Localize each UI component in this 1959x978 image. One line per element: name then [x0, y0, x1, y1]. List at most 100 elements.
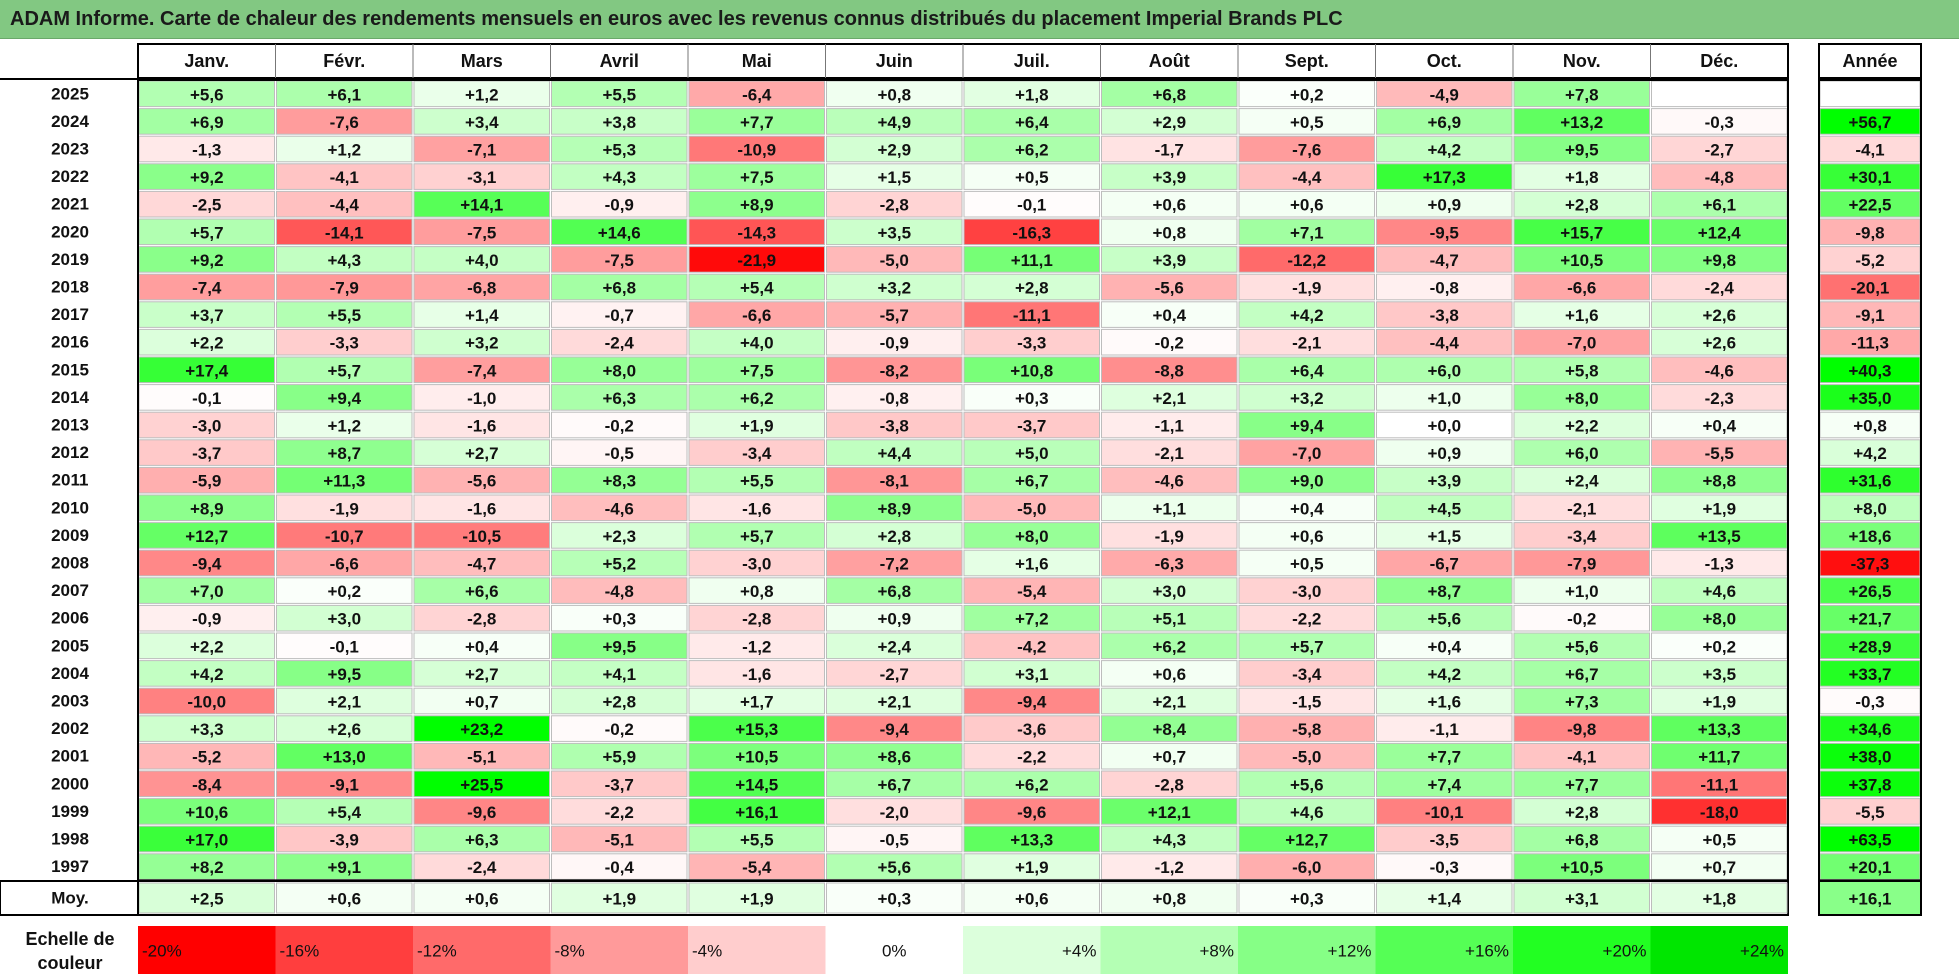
cell-value: +3,7: [190, 306, 224, 325]
heatmap-cell: [826, 411, 963, 439]
cell-value: +12,7: [185, 527, 228, 546]
heatmap-cell: [826, 439, 963, 466]
cell-value: +5,7: [190, 223, 224, 242]
cell-value: +4,1: [602, 665, 636, 684]
cell-value: +0,4: [1290, 499, 1324, 518]
cell-value: -1,1: [1155, 417, 1184, 436]
average-cell: [1376, 882, 1513, 914]
heatmap-cell: [1513, 218, 1650, 246]
year-total-value: +30,1: [1848, 168, 1891, 187]
cell-value: +6,2: [1015, 141, 1049, 160]
heatmap-cell: [1238, 163, 1375, 190]
cell-value: +4,3: [602, 168, 636, 187]
cell-value: -11,1: [1700, 775, 1738, 794]
year-label-2018: 2018: [51, 278, 89, 297]
heatmap-cell: [276, 163, 413, 190]
heatmap-cell: [551, 798, 688, 825]
cell-value: -2,4: [1705, 279, 1735, 298]
cell-value: +1,9: [740, 417, 774, 436]
heatmap-cell: [963, 770, 1100, 798]
cell-value: -0,1: [192, 389, 221, 408]
cell-value: -0,5: [605, 444, 634, 463]
cell-value: -5,4: [742, 858, 772, 877]
cell-value: +1,9: [1015, 858, 1049, 877]
scale-label: -16%: [280, 942, 320, 961]
heatmap-cell: [138, 439, 275, 466]
cell-value: +2,2: [190, 334, 224, 353]
month-header-8: Sept.: [1285, 51, 1329, 71]
heatmap-cell: [413, 439, 550, 466]
cell-value: +3,4: [465, 113, 499, 132]
cell-value: +0,6: [1290, 196, 1324, 215]
cell-value: -0,3: [1430, 858, 1459, 877]
heatmap-cell: [1238, 356, 1375, 384]
cell-value: -12,2: [1287, 251, 1326, 270]
heatmap-cell: [1513, 715, 1650, 742]
cell-value: -1,3: [1705, 555, 1734, 574]
heatmap-cell: [826, 273, 963, 301]
heatmap-cell: [1376, 742, 1513, 770]
cell-value: +5,7: [327, 361, 361, 380]
cell-value: -0,4: [605, 858, 635, 877]
average-cell: [688, 882, 825, 914]
heatmap-cell: [1513, 135, 1650, 163]
heatmap-cell: [1513, 660, 1650, 687]
year-total-value: +56,7: [1848, 113, 1891, 132]
heatmap-cell: [138, 494, 275, 522]
heatmap-cell: [1513, 632, 1650, 660]
heatmap-cell: [688, 798, 825, 825]
cell-value: +9,5: [602, 637, 636, 656]
cell-value: +13,3: [1010, 831, 1053, 850]
cell-value: +0,0: [1427, 417, 1461, 436]
cell-value: +7,7: [1427, 748, 1461, 767]
scale-label: +4%: [1062, 942, 1097, 961]
heatmap-cell: [1101, 715, 1238, 742]
heatmap-cell: [1238, 632, 1375, 660]
heatmap-cell: [1238, 190, 1375, 218]
cell-value: -4,7: [1430, 251, 1459, 270]
heatmap-cell: [963, 384, 1100, 411]
heatmap-cell: [1238, 411, 1375, 439]
cell-value: +5,4: [740, 279, 774, 298]
average-cell: [551, 882, 688, 914]
heatmap-cell: [826, 715, 963, 742]
cell-value: -4,8: [605, 582, 634, 601]
heatmap-cell: [1376, 80, 1513, 108]
cell-value: +3,9: [1427, 472, 1461, 491]
cell-value: -3,0: [1292, 582, 1321, 601]
cell-value: +3,2: [465, 334, 499, 353]
year-total-value: +28,9: [1848, 637, 1891, 656]
heatmap-cell: [276, 411, 413, 439]
title-bar: ADAM Informe. Carte de chaleur des rende…: [0, 0, 1959, 39]
average-cell: [1651, 882, 1788, 914]
heatmap-cell: [1651, 853, 1788, 880]
cell-value: -1,2: [1155, 858, 1184, 877]
scale-swatch: [1513, 926, 1651, 974]
scale-label: -12%: [417, 942, 457, 961]
heatmap-cell: [276, 108, 413, 135]
cell-value: +3,1: [1015, 665, 1049, 684]
heatmap-cell: [551, 135, 688, 163]
cell-value: +9,5: [327, 665, 361, 684]
heatmap-cell: [1651, 604, 1788, 632]
cell-value: +4,2: [1427, 141, 1461, 160]
year-total-cell: [1819, 163, 1921, 190]
heatmap-cell: [1376, 494, 1513, 522]
cell-value: -7,4: [467, 361, 497, 380]
cell-value: +14,1: [460, 196, 503, 215]
cell-value: +14,6: [598, 223, 641, 242]
heatmap-cell: [551, 522, 688, 549]
cell-value: +6,8: [877, 582, 911, 601]
cell-value: -0,1: [330, 637, 359, 656]
heatmap-cell: [276, 301, 413, 328]
year-label-2025: 2025: [51, 84, 89, 103]
heatmap-cell: [1513, 742, 1650, 770]
heatmap-cell: [826, 466, 963, 494]
heatmap-cell: [1513, 246, 1650, 273]
cell-value: +13,3: [1698, 720, 1741, 739]
cell-value: +10,8: [1010, 361, 1053, 380]
heatmap-cell: [551, 549, 688, 577]
year-total-value: +21,7: [1848, 610, 1891, 629]
cell-value: +7,7: [1565, 775, 1599, 794]
cell-value: +6,9: [190, 113, 224, 132]
